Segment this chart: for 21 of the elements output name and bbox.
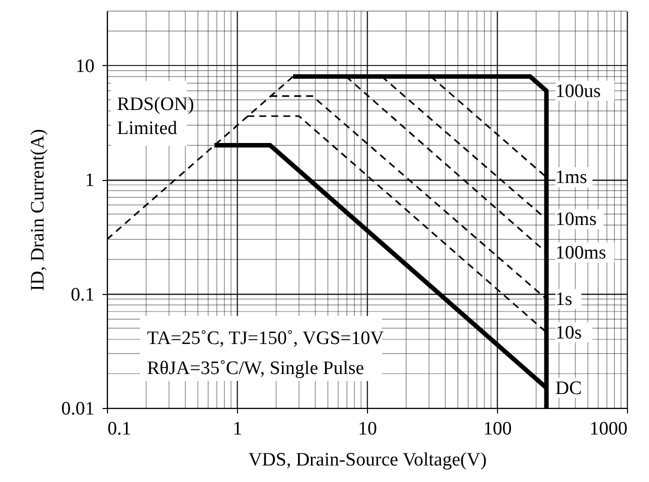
- annotation: RDS(ON) Limited: [117, 94, 194, 139]
- x-axis-title: VDS, Drain-Source Voltage(V): [248, 450, 487, 470]
- series-label: 10ms: [555, 209, 597, 230]
- y-tick-label: 0.01: [61, 398, 94, 420]
- series-label: 1s: [555, 289, 572, 310]
- y-tick-label: 0.1: [70, 284, 94, 306]
- y-tick-label: 1: [85, 170, 94, 192]
- y-axis-title: ID, Drain Current(A): [27, 129, 48, 291]
- series-label: 100ms: [555, 242, 606, 264]
- x-tick-label: 1000: [590, 418, 628, 440]
- x-tick-label: 10: [358, 418, 377, 440]
- annotation: TA=25˚C, TJ=150˚, VGS=10V: [147, 328, 384, 349]
- series-label: 10s: [555, 322, 582, 344]
- x-tick-label: 0.1: [108, 418, 132, 440]
- annotation: RθJA=35˚C/W, Single Pulse: [147, 358, 364, 379]
- series-label: 1ms: [555, 167, 588, 188]
- series-label: 100us: [555, 80, 601, 102]
- series-label: DC: [555, 378, 582, 399]
- y-tick-label: 10: [76, 56, 94, 77]
- x-tick-label: 1: [232, 418, 242, 440]
- x-tick-label: 100: [483, 418, 512, 440]
